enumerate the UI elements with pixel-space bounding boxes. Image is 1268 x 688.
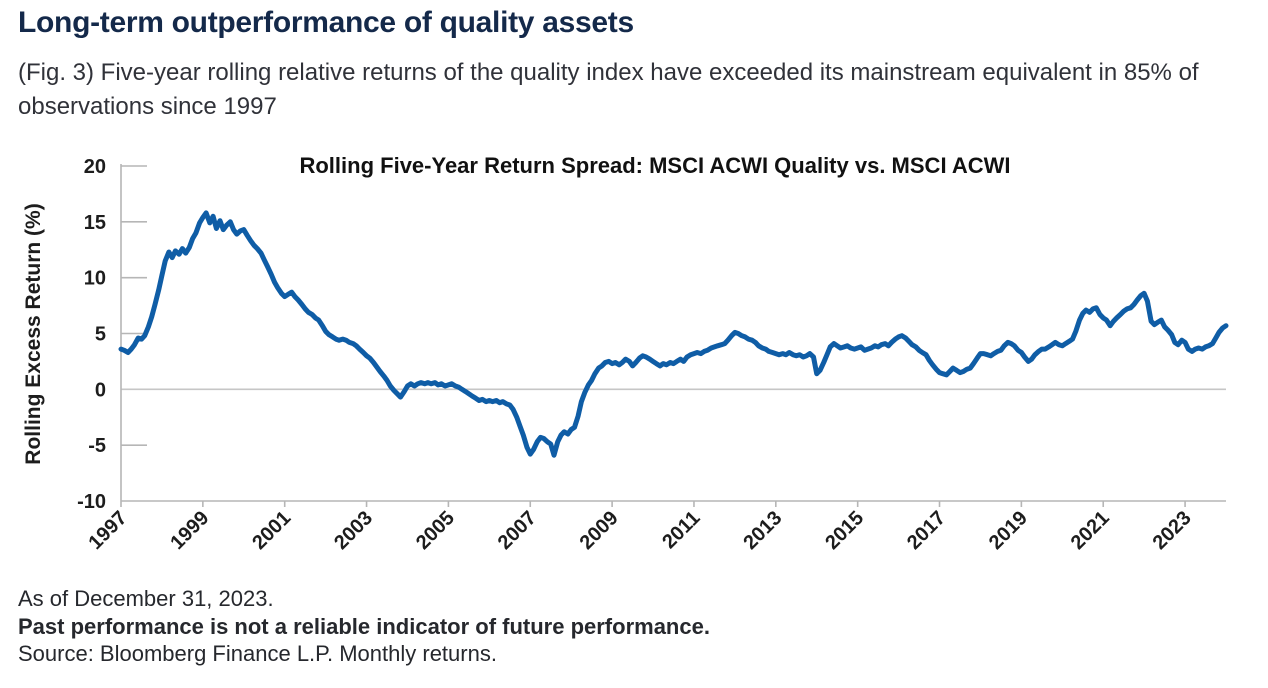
y-axis-title: Rolling Excess Return (%) xyxy=(22,203,45,464)
x-axis-ticks: 1997 1999 2001 2003 2005 2007 2009 2011 2013 2015… xyxy=(85,501,1196,554)
x-tick-label: 2001 xyxy=(248,507,295,554)
source-note: Source: Bloomberg Finance L.P. Monthly r… xyxy=(18,641,497,666)
x-tick-label: 2015 xyxy=(821,507,868,554)
y-tick-label: 0 xyxy=(95,379,106,401)
y-tick-label: -10 xyxy=(77,491,106,513)
x-tick-label: 2005 xyxy=(412,507,459,554)
x-tick-label: 2013 xyxy=(739,507,786,554)
y-tick-label: 20 xyxy=(84,156,106,178)
y-tick-label: 15 xyxy=(84,212,106,234)
x-tick-label: 2019 xyxy=(985,507,1032,554)
x-tick-label: 1997 xyxy=(85,507,132,554)
chart-footnotes: As of December 31, 2023. Past performanc… xyxy=(18,585,710,668)
x-tick-label: 2017 xyxy=(903,507,950,554)
x-tick-label: 2023 xyxy=(1149,507,1196,554)
y-tick-label: 5 xyxy=(95,324,106,346)
x-tick-label: 2021 xyxy=(1067,507,1114,554)
y-tick-label: -5 xyxy=(88,435,106,457)
x-tick-label: 1999 xyxy=(166,507,213,554)
x-tick-label: 2011 xyxy=(658,507,704,553)
series-line xyxy=(118,210,1229,458)
figure-subtitle: (Fig. 3) Five-year rolling relative retu… xyxy=(18,59,1199,120)
y-tick-label: 10 xyxy=(84,268,106,290)
chart-title: Rolling Five-Year Return Spread: MSCI AC… xyxy=(299,153,1010,178)
x-tick-label: 2007 xyxy=(494,507,541,554)
performance-disclaimer: Past performance is not a reliable indic… xyxy=(18,613,710,639)
y-axis-ticks: 20 15 10 5 0 -5 -10 xyxy=(77,156,147,513)
as-of-date: As of December 31, 2023. xyxy=(18,586,274,611)
figure-title: Long-term outperformance of quality asse… xyxy=(18,6,634,39)
x-tick-label: 2009 xyxy=(576,507,623,554)
x-tick-label: 2003 xyxy=(330,507,377,554)
